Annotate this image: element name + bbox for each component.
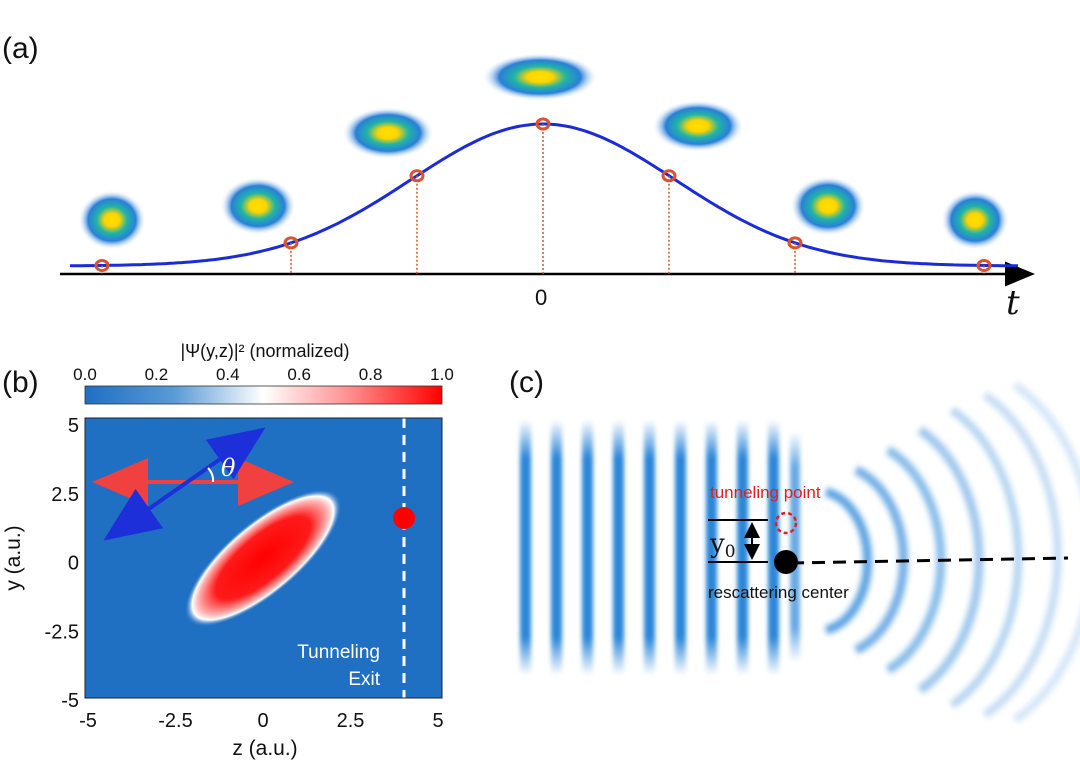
density-map-frame bbox=[84, 417, 443, 699]
z-tick-label: 0 bbox=[257, 710, 268, 732]
panel-b-label: (b) bbox=[2, 366, 39, 399]
colorbar-tick-label: 0.0 bbox=[73, 365, 97, 384]
wavepacket-blob bbox=[220, 177, 296, 235]
y-tick-label: 0 bbox=[68, 553, 79, 575]
z-axis-ticks: -5 -2.5 0 2.5 5 bbox=[79, 710, 443, 732]
sample-markers bbox=[94, 117, 992, 274]
rescattering-direction-line bbox=[790, 556, 1069, 565]
colorbar-tick-label: 1.0 bbox=[430, 365, 454, 384]
y-axis-ticks: 5 2.5 0 -2.5 -5 bbox=[45, 415, 79, 712]
sample-marker bbox=[535, 117, 551, 131]
z-tick-label: 5 bbox=[432, 710, 443, 732]
sample-marker bbox=[409, 169, 425, 183]
tunneling-exit-label-line1: Tunneling bbox=[297, 642, 380, 663]
panel-c-label: (c) bbox=[509, 366, 544, 399]
tunneling-point-marker bbox=[774, 511, 798, 535]
sample-marker bbox=[94, 258, 110, 272]
gaussian-envelope-curve bbox=[69, 122, 1019, 268]
scattered-wave-arcs bbox=[824, 381, 1080, 724]
colorbar-tick-labels: 0.0 0.2 0.4 0.6 0.8 1.0 bbox=[73, 365, 454, 384]
y-tick-label: -2.5 bbox=[45, 621, 79, 643]
wavepacket-blob bbox=[342, 107, 434, 159]
plane-wave-stripes bbox=[520, 420, 800, 675]
sample-marker bbox=[976, 258, 992, 272]
z-tick-label: -5 bbox=[79, 710, 97, 732]
colorbar-tick-label: 0.4 bbox=[216, 365, 240, 384]
time-zero-tick: 0 bbox=[535, 285, 547, 310]
tunneling-exit-label-line2: Exit bbox=[348, 669, 380, 690]
panel-a-label: (a) bbox=[2, 32, 39, 65]
rescattering-center-marker bbox=[774, 550, 798, 574]
exit-point-marker bbox=[393, 507, 415, 529]
colorbar-tick-label: 0.6 bbox=[287, 365, 311, 384]
sample-marker bbox=[283, 236, 299, 250]
tunneling-point-label: tunneling point bbox=[710, 483, 821, 502]
angle-arc bbox=[207, 467, 215, 483]
colorbar-tick-label: 0.8 bbox=[359, 365, 383, 384]
panel-b: (b) |Ψ(y,z)|² (normalized) 0.0 0.2 0.4 0.6 0… bbox=[2, 341, 454, 760]
colorbar-title: |Ψ(y,z)|² (normalized) bbox=[180, 341, 349, 361]
time-axis-label: t bbox=[1006, 283, 1020, 323]
sample-marker bbox=[787, 236, 803, 250]
panel-c: (c) tunneling point rescattering bbox=[509, 366, 1080, 724]
z-tick-label: -2.5 bbox=[158, 710, 192, 732]
y-tick-label: 5 bbox=[68, 415, 79, 437]
wavepacket-blob bbox=[482, 53, 598, 101]
z-tick-label: 2.5 bbox=[337, 710, 365, 732]
offset-label: y0 bbox=[709, 529, 736, 562]
ellipse-axis-arrow bbox=[103, 427, 266, 541]
wavepacket-blob bbox=[78, 190, 146, 250]
density-ellipse bbox=[184, 489, 342, 627]
rescattering-center-label: rescattering center bbox=[708, 583, 849, 602]
wavepacket-blob bbox=[941, 190, 1009, 250]
wavepacket-blob bbox=[652, 100, 744, 152]
panel-a: (a) t 0 bbox=[2, 32, 1035, 323]
wavepacket-blob bbox=[790, 176, 866, 236]
colorbar bbox=[84, 385, 443, 405]
z-axis-label: z (a.u.) bbox=[232, 737, 297, 760]
colorbar-tick-label: 0.2 bbox=[145, 365, 169, 384]
sample-marker bbox=[661, 169, 677, 183]
y-tick-label: -5 bbox=[61, 690, 79, 712]
y-axis-label: y (a.u.) bbox=[2, 525, 25, 590]
angle-theta-label: θ bbox=[221, 454, 236, 482]
y-tick-label: 2.5 bbox=[51, 484, 79, 506]
